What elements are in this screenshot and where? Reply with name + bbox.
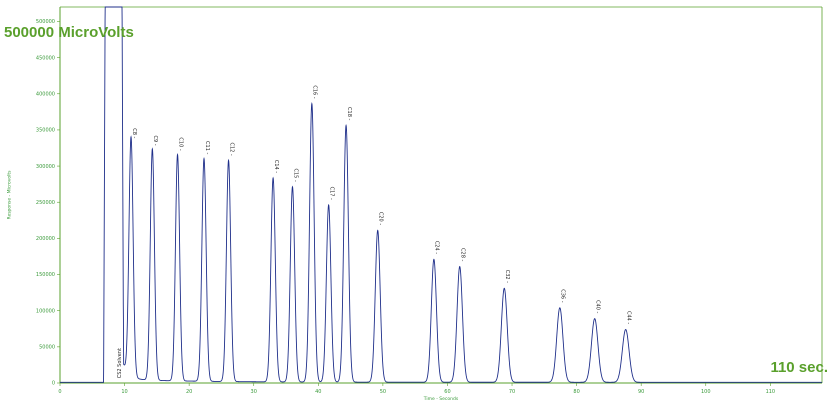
x-tick-label: 10 [121, 389, 127, 395]
x-tick-label: 80 [573, 389, 579, 395]
x-tick-label: 40 [315, 389, 321, 395]
x-tick-label: 20 [186, 389, 192, 395]
x-tick-label: 30 [251, 389, 257, 395]
peak-label: C12 - [228, 142, 234, 155]
peak-label: C44 - [625, 311, 631, 324]
y-tick-label: 300000 [36, 164, 55, 170]
x-span-annotation: 110 sec. [770, 359, 828, 376]
peak-labels: C8 - C9 - C10 - C11 - C12 - C14 - C15 - C16 - C1… [117, 85, 631, 378]
peak-label: C20 - [378, 212, 384, 225]
x-axis-ticks: 0 10 20 30 40 50 60 70 80 90 100 110 [58, 383, 775, 395]
peak-label: C18 - [346, 107, 352, 120]
y-tick-label: 50000 [39, 345, 55, 351]
x-tick-label: 60 [444, 389, 450, 395]
x-tick-label: 100 [701, 389, 711, 395]
y-tick-label: 400000 [36, 91, 55, 97]
y-tick-label: 100000 [36, 308, 55, 314]
peak-label: C36 - [560, 289, 566, 302]
x-tick-label: 0 [58, 389, 61, 395]
y-tick-label: 200000 [36, 236, 55, 242]
plot-axes [59, 6, 823, 384]
x-tick-label: 70 [509, 389, 515, 395]
peak-label: C10 - [177, 137, 183, 150]
x-axis-title: Time - Seconds [423, 396, 459, 402]
x-tick-label: 110 [766, 389, 776, 395]
peak-label: C14 - [273, 160, 279, 173]
solvent-label: CS2 Solvent [117, 348, 123, 378]
peak-label: C11 - [204, 141, 210, 154]
y-tick-label: 150000 [36, 272, 55, 278]
peak-label: C16 - [312, 85, 318, 98]
peak-label: C40 - [594, 300, 600, 313]
y-tick-label: 350000 [36, 128, 55, 134]
y-tick-label: 450000 [36, 55, 55, 61]
x-tick-label: 90 [638, 389, 644, 395]
peak-label: C8 - [131, 128, 137, 138]
y-tick-label: 500000 [36, 19, 55, 25]
y-scale-annotation: 500000 MicroVolts [4, 24, 134, 41]
chromatogram-trace [60, 6, 822, 383]
peak-label: C32 - [504, 270, 510, 283]
y-tick-label: 250000 [36, 200, 55, 206]
y-tick-label: 0 [52, 381, 55, 387]
peak-label: C24 - [434, 241, 440, 254]
peak-label: C28 - [460, 248, 466, 261]
peak-label: C15 - [292, 169, 298, 182]
peak-label: C17 - [328, 187, 334, 200]
y-axis-ticks: 0 50000 100000 150000 200000 250000 300000 3500… [36, 19, 60, 387]
peak-label: C9 - [152, 136, 158, 146]
y-axis-title: Response - Microvolts [7, 170, 13, 220]
x-tick-label: 50 [380, 389, 386, 395]
